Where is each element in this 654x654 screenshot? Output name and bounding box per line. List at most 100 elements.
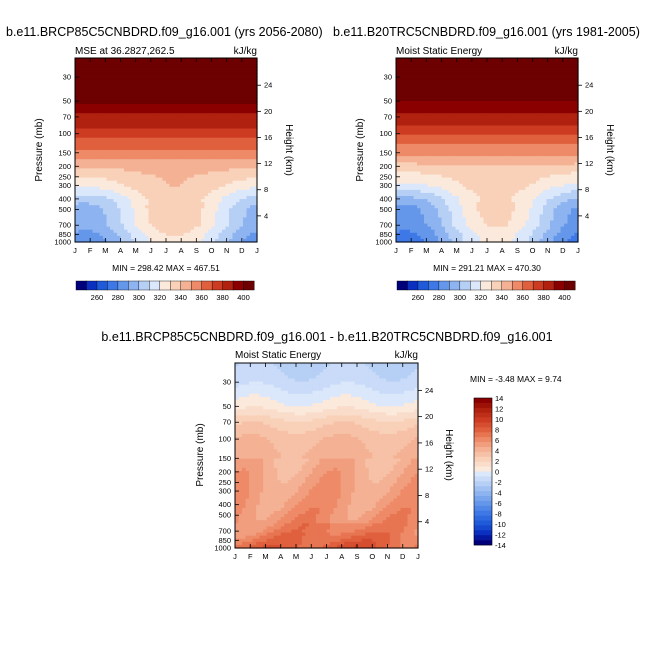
field-cell [525,131,530,136]
field-cell [431,137,436,142]
field-cell [173,156,178,160]
field-cell [78,186,83,191]
field-cell [134,199,139,203]
field-cell [159,134,164,139]
field-cell [152,162,157,166]
field-cell [176,104,181,108]
field-cell [546,119,551,123]
field-cell [75,186,80,191]
field-cell [75,64,80,68]
field-cell [459,107,464,111]
field-cell [180,116,185,120]
field-cell [187,217,192,222]
field-cell [396,122,401,127]
field-cell [462,61,467,65]
field-cell [138,58,143,62]
field-cell [78,76,83,81]
field-cell [176,125,181,130]
field-cell [180,119,185,123]
field-cell [232,150,237,154]
field-cell [243,67,248,71]
field-cell [431,76,436,81]
field-cell [197,146,202,151]
field-cell [218,214,223,219]
field-cell [225,140,230,145]
field-cell [78,171,83,176]
field-cell [201,208,206,212]
field-cell [92,73,97,77]
field-cell [103,171,108,176]
field-cell [232,79,237,84]
field-cell [222,143,227,148]
field-cell [141,97,146,102]
field-cell [152,64,157,68]
field-cell [410,91,415,96]
field-cell [197,229,202,234]
field-cell [208,165,213,169]
field-cell [169,171,174,176]
field-cell [417,82,422,87]
field-cell [250,134,255,139]
field-cell [113,192,118,197]
field-cell [180,186,185,191]
field-cell [169,238,174,243]
field-cell [487,100,492,105]
field-cell [246,88,251,93]
field-cell [134,186,139,191]
field-cell [173,88,178,93]
field-cell [201,128,206,133]
field-cell [236,107,241,111]
field-cell [250,183,255,188]
field-cell [148,202,153,206]
field-cell [120,116,125,120]
field-cell [236,153,241,157]
field-cell [494,137,499,142]
field-cell [462,104,467,108]
field-cell [162,97,167,102]
field-cell [452,61,457,65]
field-cell [124,162,129,166]
field-cell [152,134,157,139]
field-cell [420,61,425,65]
field-cell [518,85,523,90]
field-cell [89,238,94,243]
field-cell [134,196,139,200]
field-cell [501,88,506,93]
field-cell [169,125,174,130]
field-cell [127,113,132,117]
field-cell [218,186,223,191]
field-cell [208,238,213,243]
field-cell [539,150,544,154]
field-cell [462,116,467,120]
field-cell [567,85,572,90]
field-cell [410,137,415,142]
field-cell [183,104,188,108]
field-cell [441,91,446,96]
field-cell [187,100,192,105]
field-cell [508,137,513,142]
field-cell [522,64,527,68]
field-cell [85,91,90,96]
field-cell [117,140,122,145]
field-cell [225,232,230,237]
field-cell [417,137,422,142]
field-cell [522,110,527,114]
field-cell [501,156,506,160]
field-cell [197,156,202,160]
field-cell [473,58,478,62]
field-cell [159,208,164,212]
field-cell [166,146,171,151]
field-cell [445,125,450,130]
field-cell [218,131,223,136]
field-cell [110,220,115,225]
field-cell [169,192,174,197]
field-cell [120,180,125,185]
field-cell [159,91,164,96]
field-cell [215,140,220,145]
height-tick-label: 8 [264,185,268,194]
field-cell [518,159,523,163]
field-cell [92,189,97,194]
field-cell [103,214,108,219]
field-cell [525,122,530,127]
field-cell [134,116,139,120]
